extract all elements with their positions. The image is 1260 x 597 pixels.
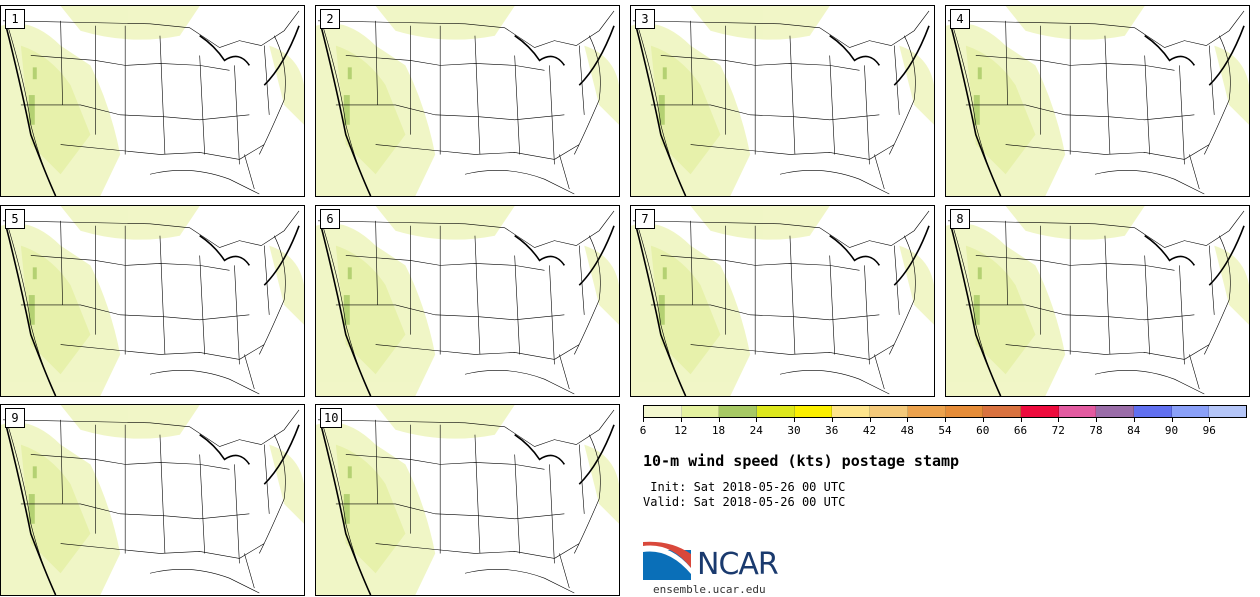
colorbar-tick-label: 60 bbox=[976, 424, 990, 437]
colorbar-segment bbox=[1133, 406, 1172, 417]
colorbar-segment bbox=[983, 406, 1021, 417]
us-map-icon bbox=[316, 405, 619, 595]
member-number: 6 bbox=[320, 209, 340, 229]
plot-title: 10-m wind speed (kts) postage stamp bbox=[643, 452, 960, 470]
colorbar-tick bbox=[831, 418, 833, 422]
colorbar-tick bbox=[907, 418, 909, 422]
member-number: 3 bbox=[635, 9, 655, 29]
colorbar-tick bbox=[794, 418, 795, 422]
us-map-icon bbox=[316, 206, 619, 396]
colorbar-tick bbox=[1209, 418, 1211, 422]
colorbar-tick bbox=[945, 418, 946, 422]
member-number: 10 bbox=[320, 408, 343, 428]
colorbar-segment bbox=[644, 406, 682, 417]
colorbar-tick bbox=[1020, 418, 1022, 422]
wind-speed-colorbar bbox=[643, 405, 1247, 418]
colorbar-segment bbox=[1171, 406, 1210, 417]
member-number: 4 bbox=[950, 9, 970, 29]
colorbar-segment bbox=[832, 406, 871, 417]
us-map-icon bbox=[946, 6, 1249, 196]
colorbar-tick-label: 72 bbox=[1051, 424, 1065, 437]
colorbar-tick bbox=[718, 418, 720, 422]
colorbar-segment bbox=[1058, 406, 1097, 417]
member-map-panel: 9 bbox=[0, 404, 305, 596]
colorbar-tick-label: 84 bbox=[1127, 424, 1141, 437]
colorbar-tick-label: 24 bbox=[749, 424, 763, 437]
colorbar-tick bbox=[1171, 418, 1173, 422]
us-map-icon bbox=[631, 206, 934, 396]
colorbar-tick-label: 90 bbox=[1164, 424, 1179, 437]
colorbar-tick bbox=[756, 418, 758, 422]
member-map-panel: 5 bbox=[0, 205, 305, 397]
colorbar-tick-label: 36 bbox=[825, 424, 839, 437]
us-map-icon bbox=[1, 206, 304, 396]
colorbar-segment bbox=[907, 406, 946, 417]
colorbar-segment bbox=[1096, 406, 1134, 417]
us-map-icon bbox=[1, 6, 304, 196]
member-map-panel: 10 bbox=[315, 404, 620, 596]
colorbar-tick-label: 96 bbox=[1202, 424, 1216, 437]
colorbar-ticks: 6 12 18 24 30 36 42 48 54 60 66 72 78 84 90 96 bbox=[639, 418, 1247, 438]
colorbar-segment bbox=[1020, 406, 1059, 417]
colorbar-tick-label: 18 bbox=[711, 424, 726, 437]
colorbar-segment bbox=[719, 406, 758, 417]
member-number: 5 bbox=[5, 209, 25, 229]
member-number: 9 bbox=[5, 408, 25, 428]
colorbar-tick bbox=[1058, 418, 1060, 422]
member-number: 7 bbox=[635, 209, 655, 229]
member-map-panel: 6 bbox=[315, 205, 620, 397]
ncar-logo-icon bbox=[643, 541, 691, 580]
member-map-panel: 1 bbox=[0, 5, 305, 197]
valid-time: Valid: Sat 2018-05-26 00 UTC bbox=[643, 495, 846, 509]
ncar-logo-text: NCAR bbox=[697, 547, 779, 582]
colorbar-tick-label: 30 bbox=[787, 424, 801, 437]
colorbar-tick-label: 48 bbox=[900, 424, 914, 437]
member-map-panel: 4 bbox=[945, 5, 1250, 197]
colorbar-tick bbox=[982, 418, 984, 422]
colorbar-segment bbox=[1209, 406, 1246, 417]
member-number: 2 bbox=[320, 9, 340, 29]
member-number: 1 bbox=[5, 9, 25, 29]
colorbar-segment bbox=[681, 406, 720, 417]
us-map-icon bbox=[946, 206, 1249, 396]
colorbar-tick-label: 6 bbox=[639, 424, 647, 437]
colorbar-tick bbox=[643, 418, 644, 422]
colorbar-tick bbox=[869, 418, 871, 422]
member-map-panel: 7 bbox=[630, 205, 935, 397]
colorbar-segment bbox=[794, 406, 833, 417]
us-map-icon bbox=[316, 6, 619, 196]
member-number: 8 bbox=[950, 209, 970, 229]
colorbar-tick bbox=[680, 418, 682, 422]
site-url: ensemble.ucar.edu bbox=[653, 583, 766, 596]
colorbar-tick-label: 54 bbox=[938, 424, 952, 437]
colorbar-tick-label: 12 bbox=[674, 424, 688, 437]
us-map-icon bbox=[631, 6, 934, 196]
colorbar-tick bbox=[1133, 418, 1135, 422]
colorbar-tick-label: 66 bbox=[1013, 424, 1028, 437]
init-time: Init: Sat 2018-05-26 00 UTC bbox=[643, 480, 846, 494]
member-map-panel: 2 bbox=[315, 5, 620, 197]
member-map-panel: 8 bbox=[945, 205, 1250, 397]
colorbar-tick-label: 78 bbox=[1089, 424, 1103, 437]
colorbar-tick-label: 42 bbox=[862, 424, 877, 437]
us-map-icon bbox=[1, 405, 304, 595]
colorbar-segment bbox=[945, 406, 984, 417]
colorbar-tick bbox=[1096, 418, 1097, 422]
colorbar-segment bbox=[870, 406, 908, 417]
member-map-panel: 3 bbox=[630, 5, 935, 197]
colorbar-segment bbox=[757, 406, 795, 417]
